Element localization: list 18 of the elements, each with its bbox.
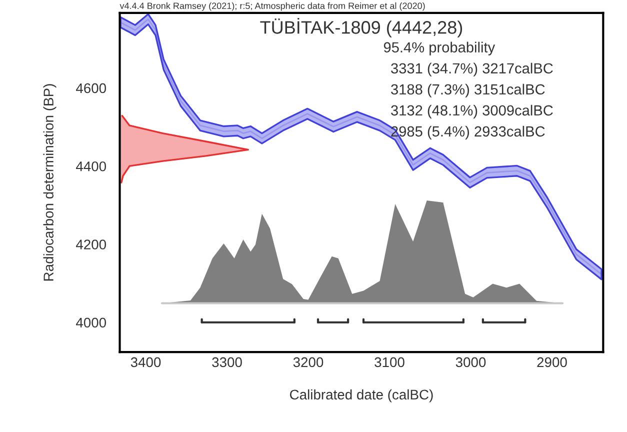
x-tick-label: 3100 xyxy=(374,357,404,368)
x-tick-label: 3000 xyxy=(456,357,486,368)
y-tick-label: 4000 xyxy=(76,318,106,328)
x-tick-label: 2900 xyxy=(537,357,567,368)
annotation: 3331 (34.7%) 3217calBC xyxy=(391,62,553,76)
annotation: 3132 (48.1%) 3009calBC xyxy=(391,104,553,118)
chart-title: TÜBİTAK-1809 (4442,28) xyxy=(260,18,462,38)
y-axis-title: Radiocarbon determination (BP) xyxy=(43,84,56,281)
x-tick-label: 3200 xyxy=(293,357,324,368)
y-tick-label: 4400 xyxy=(76,161,106,172)
annotation: 95.4% probability xyxy=(384,42,496,56)
annotation: 3188 (7.3%) 3151calBC xyxy=(391,84,545,98)
y-tick-label: 4600 xyxy=(76,83,106,94)
text: v4.4.4 Bronk Ramsey (2021); r:5; Atmospheric data from Reimer et al (2020) xyxy=(120,2,425,11)
x-axis-title: Calibrated date (calBC) xyxy=(290,389,433,402)
y-tick-label: 4200 xyxy=(76,240,106,250)
x-tick-label: 3300 xyxy=(212,357,242,368)
x-tick-label: 3400 xyxy=(130,357,161,368)
